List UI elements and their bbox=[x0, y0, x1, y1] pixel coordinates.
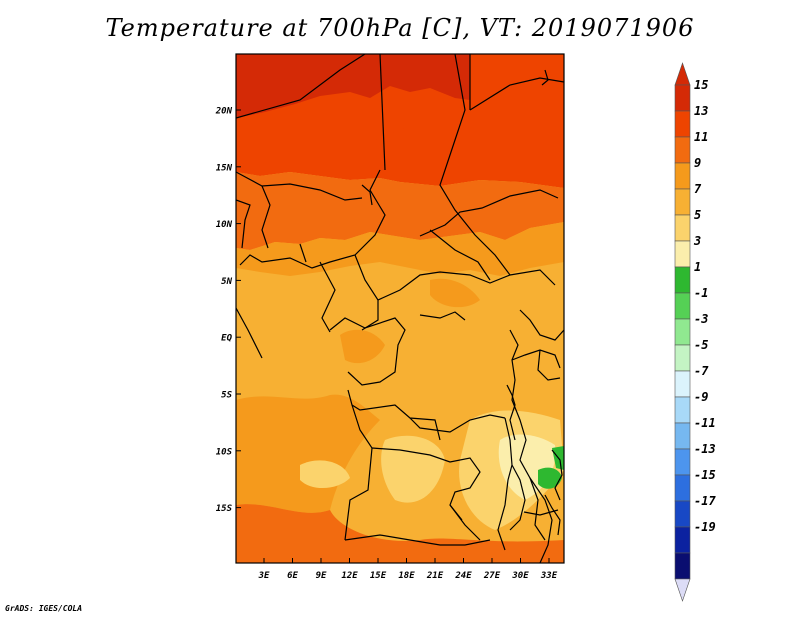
colorbar-label: -1 bbox=[694, 286, 708, 300]
lat-tick-label: 15S bbox=[216, 504, 233, 514]
patch-5-7-west bbox=[300, 460, 350, 489]
colorbar-swatch bbox=[674, 110, 691, 138]
colorbar-swatch bbox=[674, 214, 691, 242]
colorbar-label: 5 bbox=[694, 208, 701, 222]
patch-5-7-central bbox=[381, 435, 445, 503]
temperature-field bbox=[236, 54, 564, 563]
grads-credit: GrADS: IGES/COLA bbox=[5, 604, 83, 613]
colorbar-swatch bbox=[674, 318, 691, 346]
lat-tick-label: EQ bbox=[221, 334, 232, 344]
colorbar-label: -11 bbox=[694, 416, 716, 430]
longitude-axis: 3E 6E 9E 12E 15E 18E 21E 24E 27E 30E 33E bbox=[258, 558, 558, 581]
colorbar-label: -3 bbox=[694, 312, 708, 326]
lon-tick-label: 24E bbox=[454, 571, 472, 581]
colorbar-swatch bbox=[674, 526, 691, 554]
colorbar-swatch bbox=[674, 292, 691, 320]
colorbar-swatch bbox=[674, 136, 691, 164]
colorbar-label: 15 bbox=[694, 78, 708, 92]
lon-tick-label: 18E bbox=[398, 571, 415, 581]
colorbar-swatch bbox=[674, 422, 691, 450]
latitude-axis: 20N 15N 10N 5N EQ 5S 10S 15S bbox=[215, 107, 241, 514]
lon-tick-label: 27E bbox=[483, 571, 501, 581]
colorbar-swatch bbox=[674, 448, 691, 476]
lon-tick-label: 9E bbox=[316, 571, 327, 581]
colorbar-label: -5 bbox=[694, 338, 708, 352]
colorbar-bottom-triangle bbox=[674, 578, 691, 602]
colorbar-swatch bbox=[674, 266, 691, 294]
colorbar-label: 1 bbox=[694, 260, 701, 274]
colorbar-top-triangle bbox=[674, 62, 691, 86]
colorbar-swatch bbox=[674, 162, 691, 190]
colorbar-label: -13 bbox=[694, 442, 716, 456]
colorbar-label: -9 bbox=[694, 390, 708, 404]
colorbar-label: 3 bbox=[693, 234, 701, 248]
colorbar: 15 13 11 9 7 5 3 1 -1 -3 -5 -7 -9 -11 -13 -15 -17 -19 bbox=[674, 62, 716, 602]
patch-9-central bbox=[430, 278, 480, 308]
band-9-south-west bbox=[236, 394, 380, 513]
colorbar-label: 11 bbox=[694, 130, 708, 144]
colorbar-swatch bbox=[674, 474, 691, 502]
lat-tick-label: 5S bbox=[221, 391, 232, 401]
band-9-11 bbox=[236, 172, 564, 250]
colorbar-swatch bbox=[674, 396, 691, 424]
lat-tick-label: 5N bbox=[221, 277, 232, 287]
colorbar-swatch bbox=[674, 552, 691, 580]
patch-9-congo bbox=[340, 329, 385, 364]
lon-tick-label: 3E bbox=[258, 571, 270, 581]
colorbar-swatch bbox=[674, 240, 691, 268]
lon-tick-label: 21E bbox=[426, 571, 444, 581]
colorbar-label: -19 bbox=[694, 520, 716, 534]
lon-tick-label: 33E bbox=[540, 571, 558, 581]
colorbar-label: -17 bbox=[694, 494, 716, 508]
lat-tick-label: 20N bbox=[215, 107, 233, 117]
colorbar-label: -15 bbox=[694, 468, 716, 482]
lon-tick-label: 15E bbox=[370, 571, 387, 581]
colorbar-label: 9 bbox=[694, 156, 701, 170]
map-frame bbox=[235, 53, 565, 564]
colorbar-label: -7 bbox=[694, 364, 709, 378]
lat-tick-label: 10S bbox=[216, 447, 233, 457]
lat-tick-label: 15N bbox=[216, 163, 233, 173]
colorbar-swatch bbox=[674, 84, 691, 112]
colorbar-label: 7 bbox=[694, 182, 702, 196]
colorbar-label: 13 bbox=[694, 104, 708, 118]
patch-1-3-east bbox=[538, 467, 562, 489]
lon-tick-label: 30E bbox=[511, 571, 529, 581]
map-title: Temperature at 700hPa [C], VT: 201907190… bbox=[105, 14, 695, 42]
country-boundaries bbox=[236, 54, 564, 563]
lon-tick-label: 6E bbox=[287, 571, 298, 581]
colorbar-swatch bbox=[674, 344, 691, 372]
lon-tick-label: 12E bbox=[341, 571, 358, 581]
band-7-9-north bbox=[236, 222, 564, 276]
colorbar-swatch bbox=[674, 188, 691, 216]
colorbar-swatch bbox=[674, 500, 691, 528]
lat-tick-label: 10N bbox=[216, 220, 233, 230]
colorbar-swatch bbox=[674, 370, 691, 398]
band-11-south bbox=[236, 504, 564, 563]
